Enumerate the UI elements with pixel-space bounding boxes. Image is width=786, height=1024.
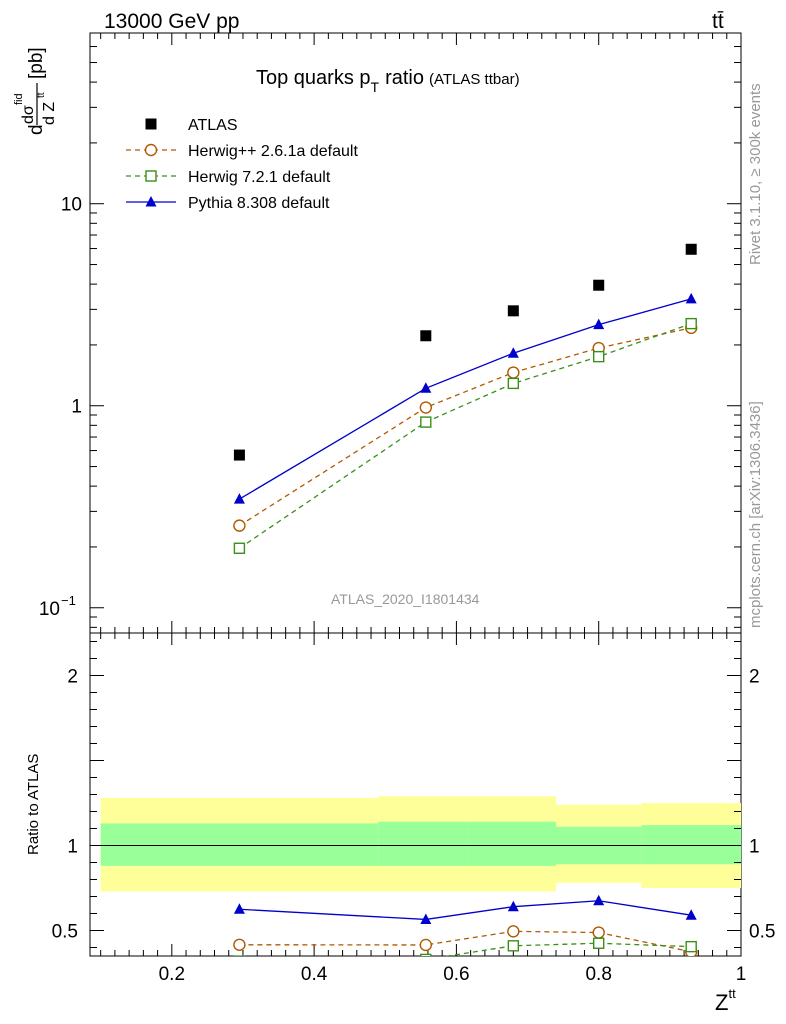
ratio-point — [233, 903, 245, 914]
data-point — [233, 493, 245, 504]
ratio-y-tick-label: 2 — [67, 667, 78, 688]
ratio-point — [507, 925, 520, 938]
data-point — [685, 243, 697, 255]
data-point — [233, 519, 246, 532]
ratio-uncertainty-bands — [90, 796, 741, 892]
data-point — [685, 292, 697, 304]
legend-label: Herwig++ 2.6.1a default — [188, 143, 358, 160]
legend: ATLAS Herwig++ 2.6.1a default Herwig 7.2.1… — [126, 117, 358, 212]
data-point — [233, 449, 245, 461]
ratio-point — [592, 926, 605, 939]
process-label: tt̄ — [712, 10, 724, 33]
ratio-point — [593, 937, 605, 949]
x-tick-label: 0.6 — [443, 964, 469, 985]
data-point — [419, 401, 433, 414]
data-point — [593, 350, 605, 363]
series-line — [239, 327, 692, 527]
series-line — [239, 323, 692, 549]
y-tick-label: 10 — [61, 195, 82, 216]
ratio-point — [507, 940, 520, 952]
data-point — [593, 279, 605, 291]
ratio-point — [593, 894, 605, 906]
x-tick-label: 1 — [736, 964, 747, 985]
legend-label: ATLAS — [188, 117, 238, 134]
svg-text:d: d — [26, 124, 47, 135]
legend-marker — [145, 170, 157, 182]
svg-text:tt: tt — [36, 92, 47, 98]
legend-marker — [145, 196, 157, 207]
data-point — [507, 347, 519, 358]
legend-label: Herwig 7.2.1 default — [188, 169, 331, 186]
ratio-line — [443, 942, 692, 956]
energy-label: 13000 GeV pp — [104, 10, 239, 33]
data-point — [685, 317, 697, 330]
legend-marker — [144, 143, 158, 157]
ratio-ylabel: Ratio to ATLAS — [25, 754, 42, 855]
watermark: ATLAS_2020_I1801434 — [331, 591, 480, 607]
legend-marker — [145, 118, 157, 130]
ratio-point — [685, 940, 697, 953]
svg-text:[pb]: [pb] — [26, 47, 47, 79]
y-tick-label: 1 — [71, 397, 82, 418]
ratio-point — [507, 900, 519, 912]
data-marks — [233, 243, 698, 956]
ratio-line — [239, 900, 692, 921]
data-point — [507, 377, 520, 390]
mcplots-label: mcplots.cern.ch [arXiv:1306.3436] — [747, 401, 764, 628]
ratio-series — [233, 894, 698, 956]
data-point — [233, 542, 246, 554]
data-point — [420, 416, 432, 428]
svg-text:d Z: d Z — [41, 102, 58, 125]
band-inner — [467, 821, 557, 866]
data-point — [420, 330, 432, 342]
band-inner — [641, 825, 741, 865]
rivet-label: Rivet 3.1.10, ≥ 300k events — [747, 83, 764, 265]
ratio-y-tick-label-right: 2 — [749, 667, 760, 688]
ratio-point — [420, 953, 432, 956]
y-tick-label: 10 — [39, 599, 60, 620]
ratio-point — [420, 913, 432, 924]
ratio-point — [419, 938, 433, 952]
ratio-line — [239, 930, 692, 953]
data-point — [507, 305, 519, 317]
ratio-y-tick-label-right: 1 — [749, 837, 760, 858]
ratio-point — [233, 938, 246, 951]
band-inner — [378, 821, 468, 866]
series-line — [239, 298, 692, 500]
y-tick-exponent: −1 — [61, 593, 76, 608]
main-ylabel: d dσ fid d Z tt [pb] — [13, 47, 58, 135]
band-inner — [100, 823, 379, 866]
ratio-y-tick-label-right: 0.5 — [749, 922, 775, 943]
legend-label: Pythia 8.308 default — [188, 195, 330, 212]
data-point — [507, 366, 520, 379]
svg-text:dσ: dσ — [20, 105, 37, 124]
ratio-y-tick-label: 0.5 — [52, 922, 78, 943]
x-tick-label: 0.2 — [159, 964, 185, 985]
x-tick-label: 0.4 — [301, 964, 328, 985]
svg-text:fid: fid — [13, 93, 25, 105]
ratio-point — [685, 909, 697, 920]
x-tick-label: 0.8 — [585, 964, 611, 985]
x-axis-label: Ztt — [715, 986, 736, 1015]
data-point — [420, 382, 432, 393]
main-title: Top quarks pT ratio (ATLAS ttbar) — [256, 67, 520, 95]
data-point — [593, 318, 605, 330]
ratio-point — [233, 955, 246, 956]
ratio-y-tick-label: 1 — [67, 837, 78, 858]
